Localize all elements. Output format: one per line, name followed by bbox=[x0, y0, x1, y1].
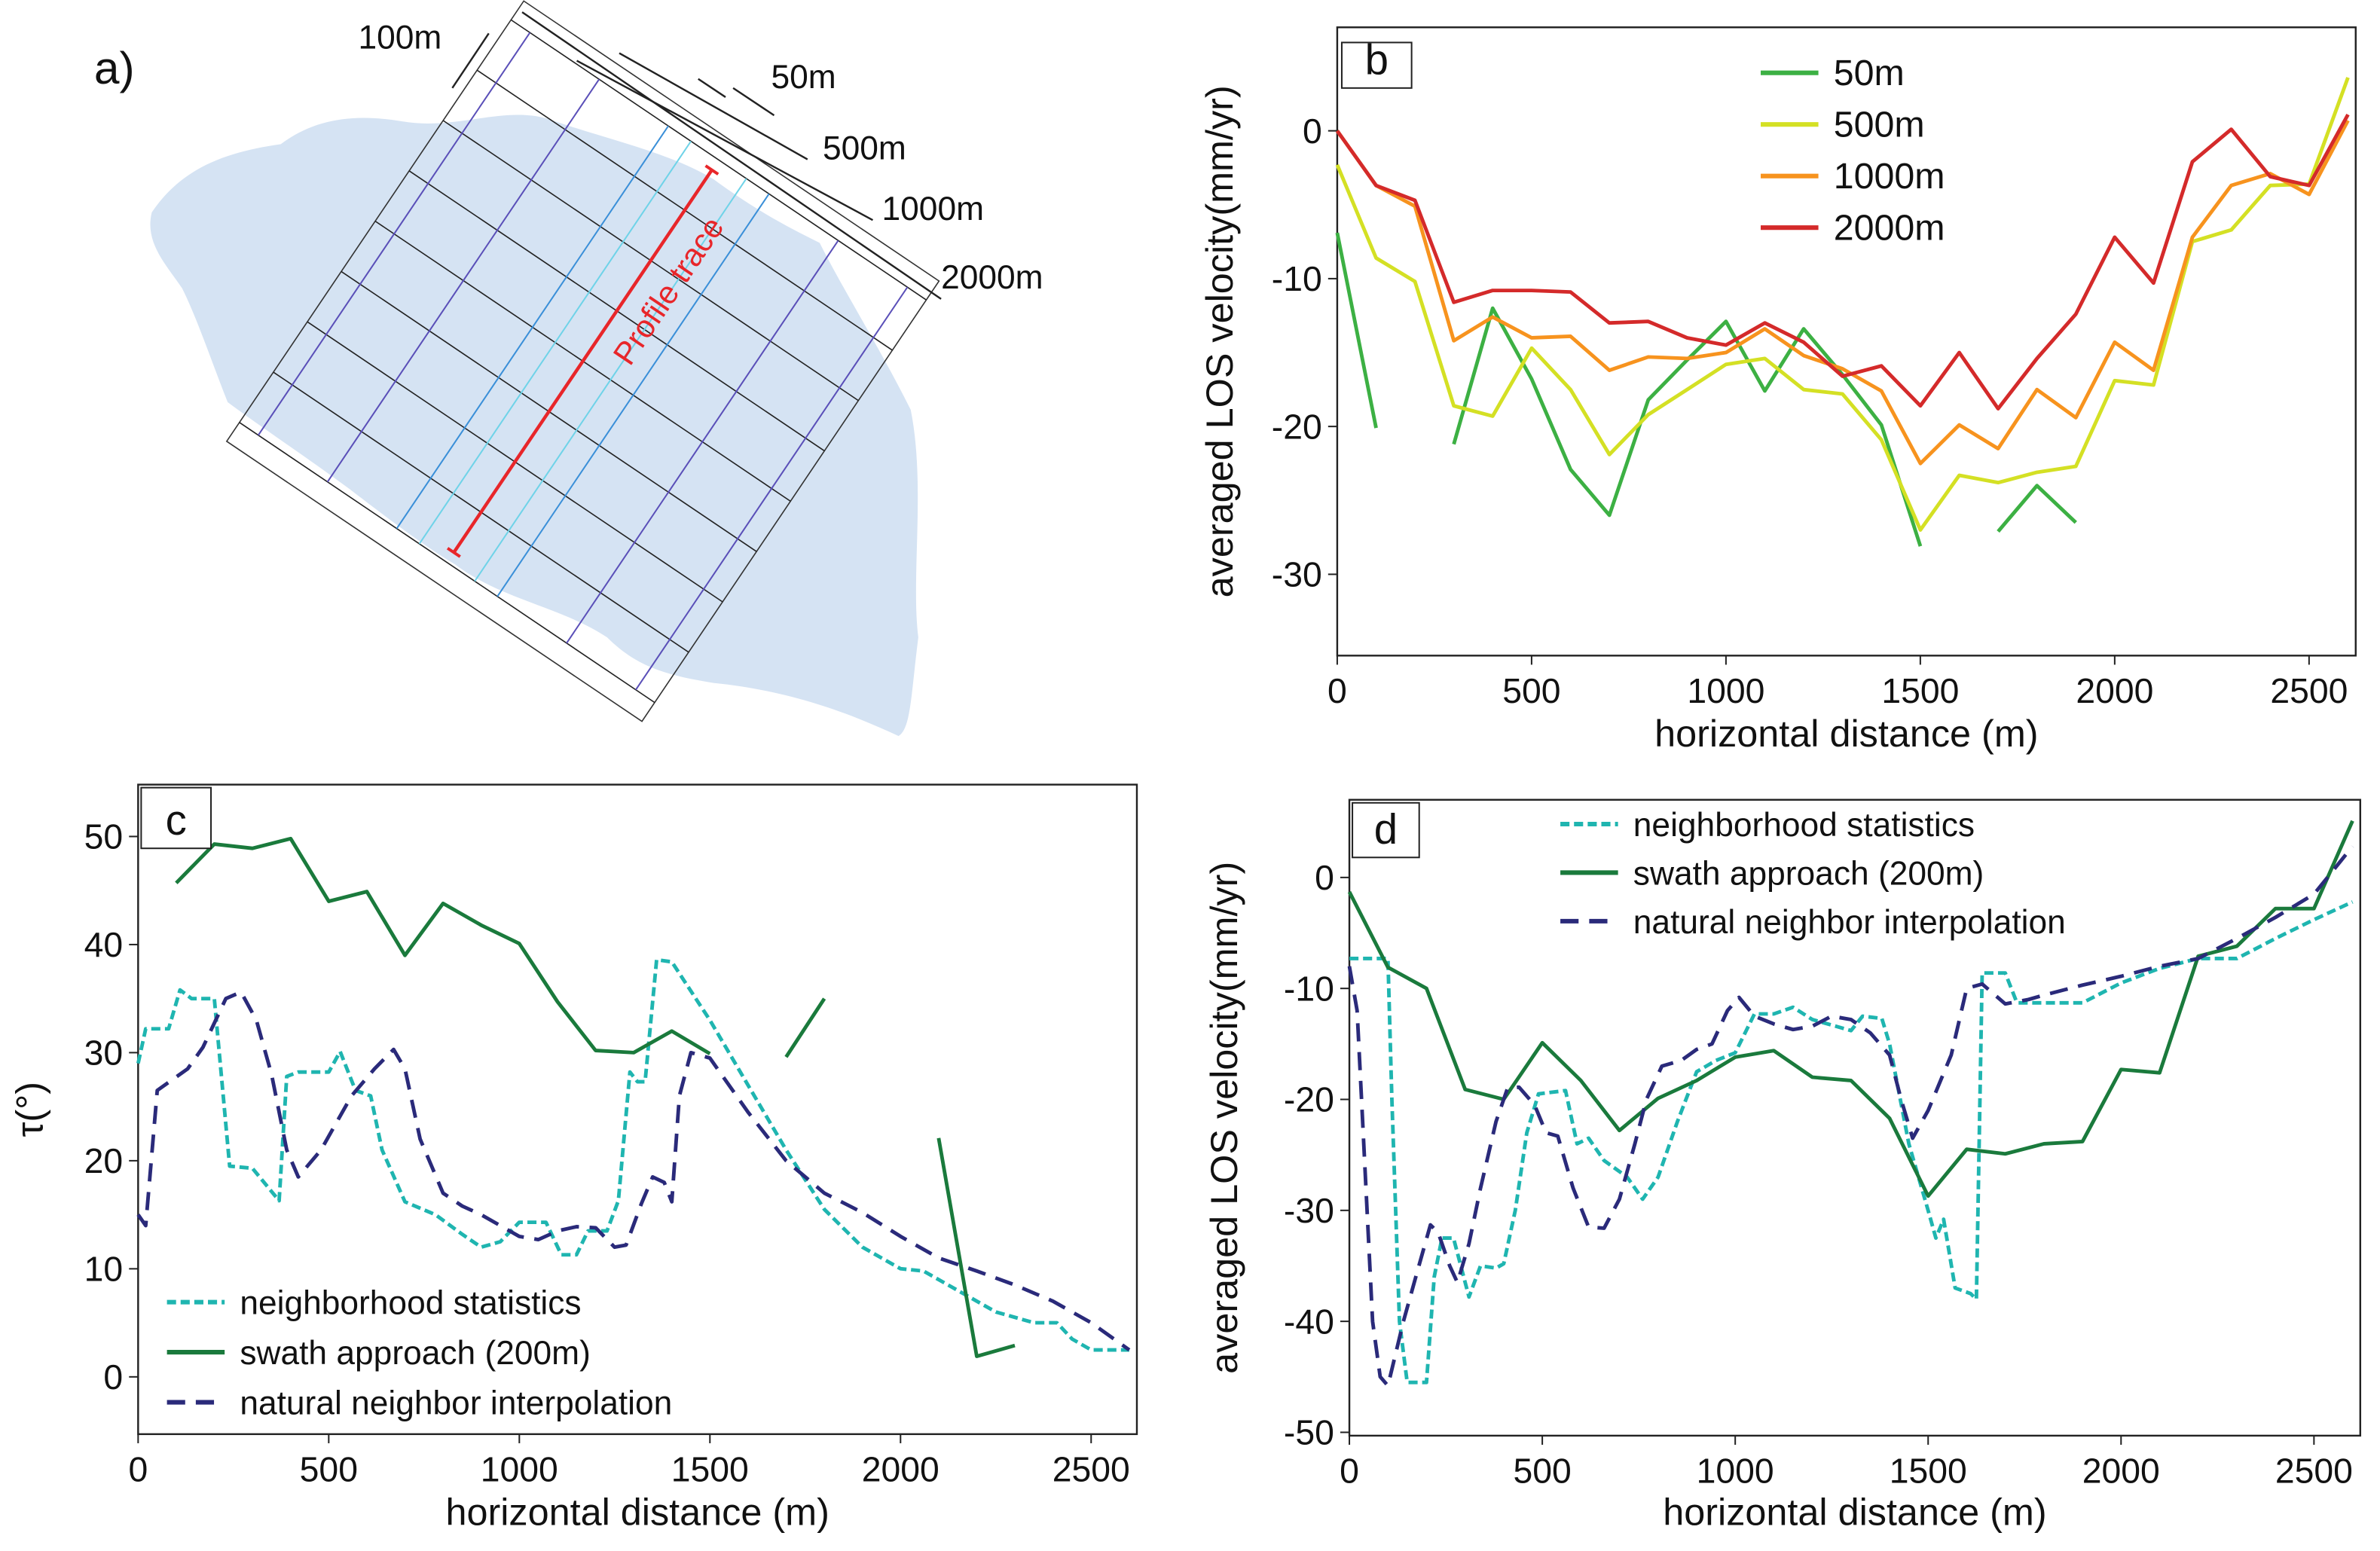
panel-label-box bbox=[140, 786, 212, 850]
legend-label: 50m bbox=[1834, 53, 1905, 93]
x-tick-label: 1500 bbox=[671, 1449, 749, 1488]
y-tick-label: 0 bbox=[1303, 111, 1322, 151]
x-tick-label: 0 bbox=[1327, 671, 1347, 710]
x-tick-label: 1500 bbox=[1881, 671, 1959, 710]
y-tick-label: -20 bbox=[1284, 1080, 1334, 1119]
series-line-2000m bbox=[1335, 113, 2350, 411]
x-axis-label: horizontal distance (m) bbox=[1654, 712, 2038, 755]
scale-label-1000m: 1000m bbox=[882, 191, 985, 227]
x-tick-label: 2500 bbox=[1053, 1449, 1130, 1488]
panel-label: d bbox=[1374, 805, 1398, 853]
series-line-1000m bbox=[1335, 119, 2350, 466]
x-tick-label: 0 bbox=[128, 1449, 148, 1488]
x-tick-label: 0 bbox=[1340, 1451, 1359, 1490]
x-tick-label: 2500 bbox=[2270, 671, 2348, 710]
panel-label-box bbox=[1340, 41, 1413, 89]
scale-label-100m: 100m bbox=[358, 19, 441, 56]
series-line-neighborhood-statistics bbox=[136, 957, 1129, 1352]
swath-line bbox=[258, 32, 531, 436]
cross-line bbox=[239, 422, 655, 704]
series-line-500m bbox=[1335, 77, 2350, 532]
plot-area bbox=[1348, 798, 2362, 1437]
legend-label: swath approach (200m) bbox=[1633, 856, 1984, 893]
panel-a-map: a) 100m 50m 500m 1000m 2000m Profile tra… bbox=[94, 0, 1043, 737]
y-tick-label: -30 bbox=[1272, 555, 1322, 594]
y-tick-label: -50 bbox=[1284, 1413, 1334, 1452]
x-tick-label: 2000 bbox=[862, 1449, 939, 1488]
y-axis-label: averaged LOS velocity(mm/yr) bbox=[1198, 85, 1241, 597]
profile-trace-line bbox=[452, 169, 713, 554]
series-line-swath-approach-200m- bbox=[1347, 820, 2354, 1198]
legend-label: 1000m bbox=[1834, 156, 1945, 197]
y-tick-label: -40 bbox=[1284, 1302, 1334, 1341]
x-tick-label: 1000 bbox=[1697, 1451, 1774, 1490]
x-tick-label: 2000 bbox=[2082, 1451, 2160, 1490]
scale-label-500m: 500m bbox=[823, 130, 906, 167]
panel-d-chart: 0 500 1000 1500 2000 2500 0 -10 -20 -30 -40 -50 hori… bbox=[1202, 798, 2362, 1534]
y-tick-label: 10 bbox=[84, 1249, 124, 1288]
y-tick-label: -20 bbox=[1272, 407, 1322, 446]
swath-grid bbox=[225, 0, 940, 722]
legend-label: swath approach (200m) bbox=[240, 1335, 591, 1372]
y-axis-label: τ(°) bbox=[8, 1082, 50, 1137]
y-tick-label: 0 bbox=[103, 1357, 123, 1397]
series-line-natural-neighbor-interpolation bbox=[136, 990, 1131, 1352]
y-tick-label: 0 bbox=[1315, 858, 1334, 897]
swath-line bbox=[474, 178, 747, 582]
x-tick-label: 500 bbox=[300, 1449, 358, 1488]
y-tick-label: -30 bbox=[1284, 1191, 1334, 1230]
x-tick-label: 1000 bbox=[481, 1449, 558, 1488]
legend-label: 2000m bbox=[1834, 207, 1945, 248]
swath-line bbox=[635, 286, 909, 691]
panel-b-chart: 0 500 1000 1500 2000 2500 0 -10 -20 -30 horizontal… bbox=[1198, 26, 2357, 755]
y-tick-label: 30 bbox=[84, 1033, 124, 1073]
y-tick-label: -10 bbox=[1284, 969, 1334, 1008]
cross-line bbox=[510, 19, 927, 301]
y-tick-label: 50 bbox=[84, 817, 124, 856]
scale-bars bbox=[451, 11, 942, 300]
swath-line bbox=[496, 193, 770, 597]
series-line-swath-approach-200m- bbox=[175, 836, 1016, 1358]
legend-label: 500m bbox=[1834, 104, 1925, 145]
scale-label-50m: 50m bbox=[771, 59, 836, 96]
y-tick-label: -10 bbox=[1272, 259, 1322, 298]
legend-label: neighborhood statistics bbox=[240, 1285, 581, 1322]
y-tick-label: 20 bbox=[84, 1141, 124, 1180]
x-axis-label: horizontal distance (m) bbox=[445, 1491, 829, 1534]
x-axis-label: horizontal distance (m) bbox=[1663, 1491, 2046, 1534]
swath-line bbox=[566, 240, 839, 644]
x-tick-label: 500 bbox=[1502, 671, 1560, 710]
swath-line bbox=[418, 140, 692, 545]
x-tick-label: 1000 bbox=[1687, 671, 1764, 710]
panel-a-label: a) bbox=[94, 42, 135, 93]
panel-label: c bbox=[166, 796, 187, 844]
y-tick-label: 40 bbox=[84, 925, 124, 964]
x-tick-label: 2000 bbox=[2076, 671, 2153, 710]
x-tick-label: 2500 bbox=[2275, 1451, 2353, 1490]
profile-end-tick bbox=[446, 547, 461, 558]
legend-label: natural neighbor interpolation bbox=[240, 1385, 672, 1422]
x-tick-label: 1500 bbox=[1890, 1451, 1967, 1490]
swath-line bbox=[396, 125, 669, 530]
swath-line bbox=[326, 78, 600, 483]
panel-label-box bbox=[1352, 801, 1420, 859]
scale-label-2000m: 2000m bbox=[941, 259, 1043, 296]
legend-label: neighborhood statistics bbox=[1633, 807, 1975, 844]
series-line-neighborhood-statistics bbox=[1349, 900, 2354, 1385]
x-tick-label: 500 bbox=[1513, 1451, 1571, 1490]
panel-c-chart: 0 500 1000 1500 2000 2500 0 10 20 30 40 50 horizonta… bbox=[8, 783, 1138, 1534]
profile-end-tick bbox=[704, 164, 719, 176]
legend-label: natural neighbor interpolation bbox=[1633, 904, 2066, 941]
series-line-natural-neighbor-interpolation bbox=[1347, 845, 2354, 1388]
panel-label: b bbox=[1365, 36, 1389, 84]
y-axis-label: averaged LOS velocity(mm/yr) bbox=[1202, 862, 1245, 1374]
plot-area bbox=[1336, 26, 2357, 657]
